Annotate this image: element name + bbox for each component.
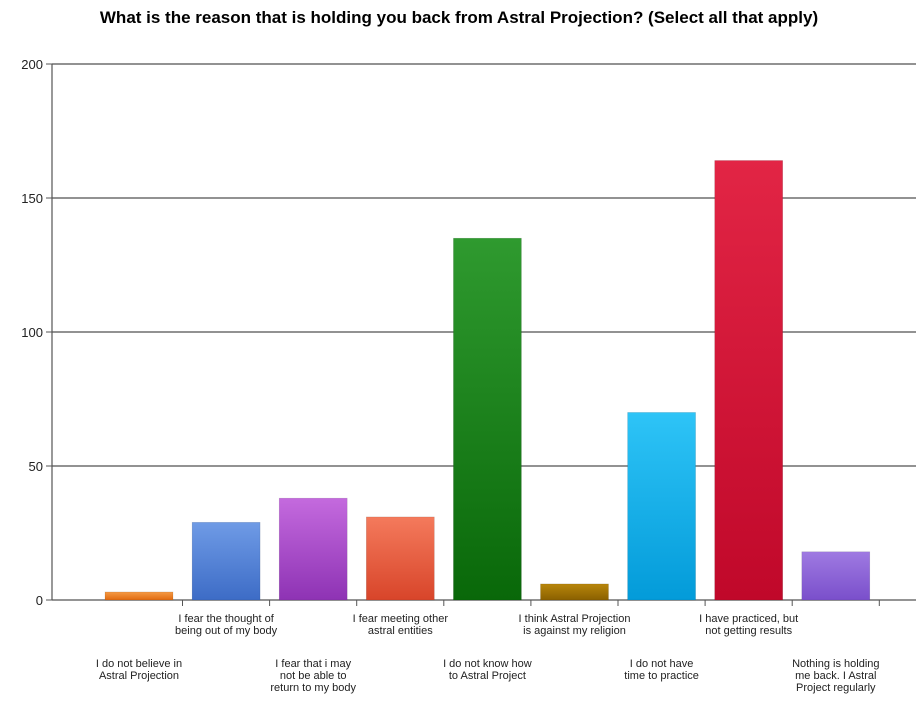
bars xyxy=(105,160,870,600)
y-tick-label: 200 xyxy=(21,57,43,72)
y-tick-label: 100 xyxy=(21,325,43,340)
bar xyxy=(453,238,521,600)
category-label: I fear meeting other astral entities xyxy=(353,613,449,637)
bar xyxy=(715,160,783,600)
category-labels: I do not believe in Astral Projection I fe… xyxy=(96,613,880,694)
category-label: I fear the thought of being out of my bod… xyxy=(175,613,278,637)
category-label: Nothing is holding me back. I Astral Proje… xyxy=(792,658,879,694)
y-tick-label: 50 xyxy=(29,459,43,474)
y-tick-label: 150 xyxy=(21,191,43,206)
category-label: I think Astral Projection is against my r… xyxy=(519,613,631,637)
category-label: I do not have time to practice xyxy=(624,658,699,682)
category-label: I fear that i may not be able to return to… xyxy=(270,658,356,694)
bar xyxy=(279,498,347,600)
bar xyxy=(105,592,173,600)
bar xyxy=(192,522,260,600)
category-label: I have practiced, but not getting results xyxy=(699,613,798,637)
bar xyxy=(366,517,434,600)
category-label: I do not believe in Astral Projection xyxy=(96,658,182,682)
y-tick-label: 0 xyxy=(36,593,43,608)
bar xyxy=(541,584,609,600)
category-label: I do not know how to Astral Project xyxy=(443,658,532,682)
bar xyxy=(628,412,696,600)
bar xyxy=(802,552,870,600)
